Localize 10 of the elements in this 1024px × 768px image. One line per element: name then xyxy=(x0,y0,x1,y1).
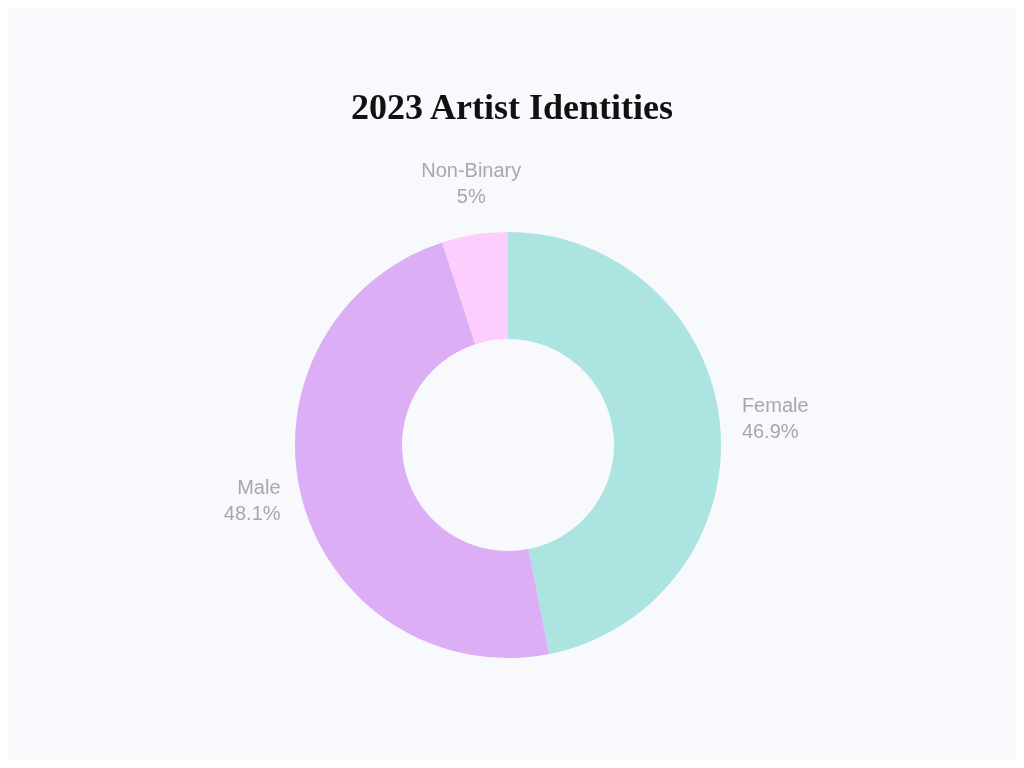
donut-slice xyxy=(442,232,508,345)
chart-title: 2023 Artist Identities xyxy=(350,86,674,128)
slice-label: Non-Binary xyxy=(421,158,522,181)
donut-slice xyxy=(508,232,721,654)
slice-label: Male xyxy=(237,476,281,499)
data-label: 48.1% xyxy=(223,502,281,525)
data-label: 5% xyxy=(456,184,486,207)
donut-slice xyxy=(295,242,550,658)
data-label: 46.9% xyxy=(741,420,799,443)
slice-label: Female xyxy=(741,394,809,417)
